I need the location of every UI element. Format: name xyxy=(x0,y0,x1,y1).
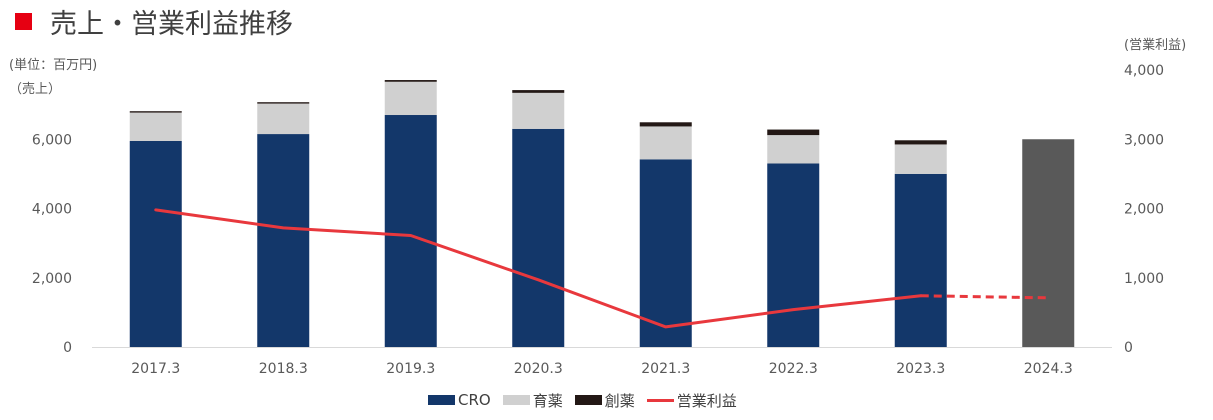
bar-forecast-total xyxy=(1022,139,1075,347)
legend-label-ikuyaku: 育薬 xyxy=(532,391,563,410)
bar-ikuyaku xyxy=(129,112,182,141)
legend-swatch-cro xyxy=(428,395,455,405)
left-y-tick-label: 4,000 xyxy=(32,202,72,218)
x-tick-label: 2017.3 xyxy=(131,361,180,377)
right-y-tick-label: 4,000 xyxy=(1124,63,1164,79)
legend-item-operating-profit: 営業利益 xyxy=(646,390,737,411)
bar-souyaku xyxy=(894,140,947,145)
x-tick-label: 2019.3 xyxy=(386,361,435,377)
legend-label-cro: CRO xyxy=(458,391,491,409)
right-y-tick-label: 2,000 xyxy=(1124,202,1164,218)
title-marker xyxy=(15,13,32,30)
right-axis-label: (営業利益) xyxy=(1124,38,1187,53)
bar-cro xyxy=(129,140,182,347)
legend-label-souyaku: 創薬 xyxy=(604,391,635,410)
x-tick-label: 2021.3 xyxy=(641,361,690,377)
bar-cro xyxy=(384,115,437,347)
bar-souyaku xyxy=(384,80,437,82)
bar-cro xyxy=(894,173,947,347)
bar-souyaku xyxy=(257,102,310,104)
bar-souyaku xyxy=(129,111,182,113)
left-y-tick-label: 2,000 xyxy=(32,271,72,287)
left-y-tick-label: 0 xyxy=(63,340,72,356)
x-tick-label: 2018.3 xyxy=(259,361,308,377)
left-axis-unit-label: (単位：百万円) xyxy=(9,58,98,73)
chart-title: 売上・営業利益推移 xyxy=(50,9,293,40)
legend-item-souyaku: 創薬 xyxy=(574,390,635,411)
bar-ikuyaku xyxy=(257,103,310,135)
x-tick-label: 2023.3 xyxy=(896,361,945,377)
bar-ikuyaku xyxy=(894,144,947,174)
legend-swatch-souyaku xyxy=(574,395,602,405)
right-y-tick-label: 1,000 xyxy=(1124,271,1164,287)
legend-swatch-ikuyaku xyxy=(502,395,530,405)
bar-cro xyxy=(257,134,310,347)
bar-ikuyaku xyxy=(767,135,820,164)
legend-swatch-operating-profit xyxy=(646,398,674,402)
bar-souyaku xyxy=(512,90,565,93)
bar-souyaku xyxy=(767,129,820,136)
x-tick-label: 2020.3 xyxy=(514,361,563,377)
bar-ikuyaku xyxy=(639,126,692,160)
bar-ikuyaku xyxy=(384,81,437,116)
x-tick-label: 2024.3 xyxy=(1024,361,1073,377)
right-y-tick-label: 3,000 xyxy=(1124,132,1164,148)
bar-souyaku xyxy=(639,122,692,127)
legend-item-ikuyaku: 育薬 xyxy=(502,390,563,411)
left-y-tick-label: 6,000 xyxy=(32,132,72,148)
bar-cro xyxy=(512,128,565,347)
legend-item-cro: CRO xyxy=(428,391,491,409)
operating-profit-line xyxy=(154,208,923,329)
bar-cro xyxy=(767,163,820,347)
x-tick-label: 2022.3 xyxy=(769,361,818,377)
left-axis-label: （売上） xyxy=(9,82,62,97)
chart-legend: CRO 育薬 創薬 営業利益 xyxy=(428,389,749,411)
operating-profit-forecast-line xyxy=(920,294,1049,300)
bar-ikuyaku xyxy=(512,92,565,129)
bar-cro xyxy=(639,159,692,347)
right-y-tick-label: 0 xyxy=(1124,340,1133,356)
legend-label-operating-profit: 営業利益 xyxy=(676,391,737,410)
